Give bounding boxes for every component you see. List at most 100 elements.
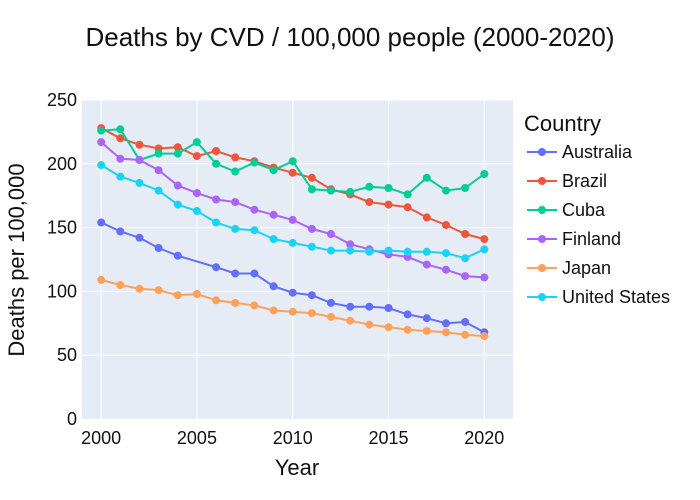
data-point	[231, 298, 240, 307]
data-point	[135, 156, 144, 164]
data-point	[116, 227, 125, 236]
data-point	[480, 235, 489, 244]
chart-title: Deaths by CVD / 100,000 people (2000-202…	[85, 22, 614, 52]
data-point	[250, 226, 259, 235]
data-point	[231, 198, 240, 207]
data-point	[384, 323, 393, 332]
data-point	[154, 244, 163, 252]
data-point	[384, 304, 393, 312]
data-point	[192, 189, 201, 198]
legend-title: Country	[524, 111, 601, 136]
data-point	[116, 154, 125, 163]
data-point	[327, 312, 335, 321]
data-point	[97, 138, 106, 147]
data-point	[346, 187, 355, 196]
x-axis-ticks: 2000 2005 2010 2015 2020	[81, 428, 504, 448]
data-point	[231, 269, 240, 278]
data-point	[365, 302, 374, 311]
data-point	[480, 273, 489, 282]
data-point	[116, 134, 125, 143]
data-point	[231, 224, 240, 233]
x-tick-label: 2020	[464, 428, 504, 448]
legend-label: Finland	[562, 229, 621, 249]
data-point	[288, 288, 297, 297]
data-point	[97, 275, 106, 284]
data-point	[269, 282, 278, 291]
legend-swatch-marker	[538, 293, 546, 301]
data-point	[154, 166, 163, 175]
data-point	[346, 302, 355, 311]
x-tick-label: 2015	[368, 428, 408, 448]
data-point	[288, 168, 297, 177]
data-point	[327, 186, 335, 195]
data-point	[173, 200, 182, 209]
x-tick-label: 2005	[177, 428, 217, 448]
y-tick-label: 50	[57, 345, 77, 365]
data-point	[403, 247, 412, 256]
data-point	[422, 213, 431, 222]
series-layer	[97, 124, 489, 341]
data-point	[307, 173, 316, 182]
data-point	[173, 181, 182, 190]
data-point	[212, 263, 221, 272]
data-point	[173, 149, 182, 158]
data-point	[365, 182, 374, 191]
y-axis-title: Deaths per 100,000	[4, 163, 29, 356]
data-point	[116, 172, 125, 181]
legend-item-brazil[interactable]: Brazil	[527, 171, 607, 191]
x-tick-label: 2000	[81, 428, 121, 448]
data-point	[403, 310, 412, 319]
data-point	[403, 325, 412, 334]
data-point	[269, 166, 278, 175]
y-tick-label: 150	[47, 218, 77, 238]
data-point	[422, 247, 431, 256]
x-axis-title: Year	[275, 455, 319, 480]
legend-label: Japan	[562, 258, 611, 278]
data-point	[269, 210, 278, 219]
data-point	[212, 159, 221, 168]
data-point	[442, 186, 450, 195]
data-point	[307, 242, 316, 251]
data-point	[422, 173, 431, 182]
data-point	[461, 330, 470, 339]
series-australia	[97, 218, 489, 337]
legend-item-japan[interactable]: Japan	[527, 258, 611, 278]
data-point	[173, 291, 182, 300]
data-point	[97, 126, 106, 135]
data-point	[384, 184, 393, 192]
data-point	[461, 230, 470, 238]
data-point	[327, 230, 335, 238]
y-tick-label: 250	[47, 90, 77, 110]
legend-swatch-marker	[538, 264, 546, 272]
data-point	[231, 153, 240, 162]
data-point	[154, 186, 163, 195]
data-point	[327, 246, 335, 255]
data-point	[250, 269, 259, 278]
data-point	[288, 307, 297, 316]
legend-item-united-states[interactable]: United States	[527, 287, 670, 307]
legend-swatch-marker	[538, 235, 546, 243]
series-japan	[97, 275, 489, 341]
legend-item-australia[interactable]: Australia	[527, 142, 633, 162]
data-point	[212, 218, 221, 227]
legend-item-finland[interactable]: Finland	[527, 229, 621, 249]
data-point	[346, 316, 355, 325]
legend: Country Australia Brazil Cuba Finland Japan U…	[524, 111, 670, 307]
data-point	[442, 265, 450, 274]
data-point	[461, 184, 470, 192]
legend-swatch-marker	[538, 206, 546, 214]
data-point	[442, 328, 450, 337]
data-point	[116, 125, 125, 134]
data-point	[288, 215, 297, 224]
data-point	[135, 233, 144, 242]
data-point	[154, 149, 163, 158]
data-point	[250, 205, 259, 214]
legend-item-cuba[interactable]: Cuba	[527, 200, 606, 220]
data-point	[403, 190, 412, 199]
data-point	[365, 198, 374, 207]
series-united-states	[97, 161, 489, 263]
data-point	[173, 143, 182, 152]
data-point	[442, 319, 450, 328]
data-point	[192, 138, 201, 147]
